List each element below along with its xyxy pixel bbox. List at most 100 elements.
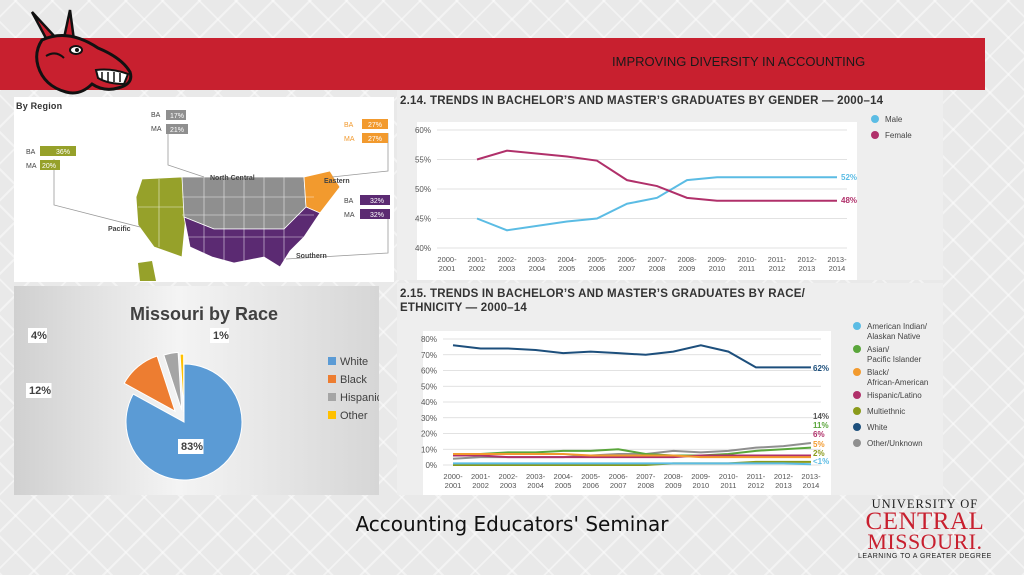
y-tick-label: 55% bbox=[415, 156, 431, 165]
x-tick-label: 2011 bbox=[739, 264, 755, 273]
mule-mascot-logo bbox=[30, 9, 133, 95]
x-tick-label: 2006- bbox=[609, 472, 629, 481]
y-tick-label: 45% bbox=[415, 215, 431, 224]
x-tick-label: 2004- bbox=[554, 472, 574, 481]
x-tick-label: 2010 bbox=[709, 264, 726, 273]
race-chart-title-line2: ETHNICITY — 2000–14 bbox=[400, 302, 527, 314]
x-tick-label: 2014 bbox=[803, 481, 820, 490]
x-tick-label: 2005- bbox=[581, 472, 601, 481]
region-pacific bbox=[135, 176, 187, 258]
nc-ma-label: MA bbox=[151, 126, 162, 133]
legend-marker bbox=[871, 115, 879, 123]
x-tick-label: 2008- bbox=[664, 472, 684, 481]
x-tick-label: 2001 bbox=[439, 264, 456, 273]
pie-legend-swatch bbox=[328, 375, 336, 383]
gender-line-chart: 40%45%50%55%60%2000-20012001-20022002-20… bbox=[415, 115, 912, 280]
x-tick-label: 2003- bbox=[527, 255, 547, 264]
x-tick-label: 2007- bbox=[636, 472, 656, 481]
x-tick-label: 2009- bbox=[691, 472, 711, 481]
x-tick-label: 2002 bbox=[469, 264, 486, 273]
legend-label: Asian/ bbox=[867, 345, 890, 354]
end-value-label: 52% bbox=[841, 173, 857, 182]
series-line-male bbox=[476, 176, 837, 232]
x-tick-label: 2012 bbox=[748, 481, 765, 490]
x-tick-label: 2011- bbox=[747, 472, 766, 481]
x-tick-label: 2009 bbox=[665, 481, 682, 490]
label-north-central: North Central bbox=[210, 175, 255, 182]
series-line-hispanic-latino bbox=[453, 454, 811, 459]
x-tick-label: 2014 bbox=[829, 264, 846, 273]
gender-chart-panel: 2.14. TRENDS IN BACHELOR’S AND MASTER’S … bbox=[397, 90, 943, 280]
x-tick-label: 2001- bbox=[471, 472, 491, 481]
y-tick-label: 60% bbox=[421, 367, 437, 376]
region-alaska bbox=[138, 261, 156, 281]
slide-header-title: IMPROVING DIVERSITY IN ACCOUNTING bbox=[612, 54, 866, 69]
east-ma-value: 27% bbox=[368, 136, 382, 143]
label-southern: Southern bbox=[296, 253, 327, 260]
x-tick-label: 2000- bbox=[443, 472, 463, 481]
series-line-black-african-american bbox=[453, 452, 811, 459]
x-tick-label: 2003 bbox=[500, 481, 517, 490]
y-tick-label: 40% bbox=[415, 244, 431, 253]
race-line-chart: 0% 10% 20% 30% 40% 50% 60% 70% 80% 2000-2001 2001-… bbox=[421, 322, 928, 495]
pie-label-white-bg bbox=[178, 439, 204, 454]
label-pacific: Pacific bbox=[108, 226, 131, 233]
south-ba-label: BA bbox=[344, 198, 354, 205]
x-tick-label: 2002- bbox=[498, 472, 518, 481]
legend-marker bbox=[853, 439, 861, 447]
end-value-label: 62% bbox=[813, 364, 829, 373]
x-tick-label: 2001 bbox=[445, 481, 462, 490]
x-tick-label: 2012- bbox=[774, 472, 794, 481]
x-tick-label: 2002- bbox=[497, 255, 517, 264]
ucm-logo: UNIVERSITY OF CENTRAL MISSOURI. LEARNING… bbox=[858, 497, 992, 560]
legend-label: American Indian/ bbox=[867, 322, 928, 331]
x-tick-label: 2004- bbox=[557, 255, 577, 264]
south-ma-label: MA bbox=[344, 212, 355, 219]
y-tick-label: 60% bbox=[415, 126, 431, 135]
x-tick-label: 2013- bbox=[801, 472, 821, 481]
region-map-panel: By Region North Central Eastern Pacific bbox=[14, 97, 394, 282]
region-map-title: By Region bbox=[16, 101, 63, 111]
x-tick-label: 2013 bbox=[775, 481, 792, 490]
legend-label: White bbox=[867, 423, 888, 432]
y-tick-label: 40% bbox=[421, 398, 437, 407]
pie-slice-other bbox=[179, 353, 185, 413]
legend-label: Alaskan Native bbox=[867, 332, 921, 341]
ucm-line3: MISSOURI. bbox=[867, 529, 983, 554]
x-tick-label: 2010- bbox=[719, 472, 739, 481]
series-line-white bbox=[452, 344, 811, 369]
pie-legend-swatch bbox=[328, 411, 336, 419]
x-tick-label: 2010 bbox=[693, 481, 710, 490]
y-tick-label: 70% bbox=[421, 351, 437, 360]
series-line-asian-pacific-islander bbox=[453, 446, 812, 457]
legend-marker bbox=[853, 368, 861, 376]
end-value-label: 6% bbox=[813, 430, 825, 439]
legend-label: Black/ bbox=[867, 368, 890, 377]
east-ba-value: 27% bbox=[368, 122, 382, 129]
x-tick-label: 2008 bbox=[649, 264, 666, 273]
x-tick-label: 2008- bbox=[677, 255, 697, 264]
x-tick-label: 2009- bbox=[707, 255, 727, 264]
x-tick-label: 2004 bbox=[527, 481, 544, 490]
pie-label-hispanic: 4% bbox=[31, 330, 47, 342]
pac-ma-label: MA bbox=[26, 163, 37, 170]
x-tick-label: 2009 bbox=[679, 264, 696, 273]
x-tick-label: 2007- bbox=[647, 255, 667, 264]
end-value-label: 11% bbox=[813, 421, 829, 430]
plot-area bbox=[423, 331, 831, 495]
pac-ba-label: BA bbox=[26, 149, 36, 156]
x-tick-label: 2007 bbox=[619, 264, 636, 273]
x-tick-label: 2003 bbox=[499, 264, 516, 273]
x-tick-label: 2005- bbox=[587, 255, 607, 264]
header-banner bbox=[0, 38, 985, 90]
y-tick-label: 30% bbox=[421, 414, 437, 423]
pie-legend-swatch bbox=[328, 393, 336, 401]
series-line-multiethnic bbox=[453, 460, 811, 466]
x-tick-label: 2004 bbox=[529, 264, 546, 273]
pac-ma-value: 20% bbox=[42, 163, 56, 170]
nc-ma-value: 21% bbox=[170, 127, 184, 134]
x-tick-label: 2006 bbox=[582, 481, 599, 490]
legend-label: Female bbox=[885, 131, 912, 140]
legend-label: Pacific Islander bbox=[867, 355, 922, 364]
legend-marker bbox=[853, 345, 861, 353]
